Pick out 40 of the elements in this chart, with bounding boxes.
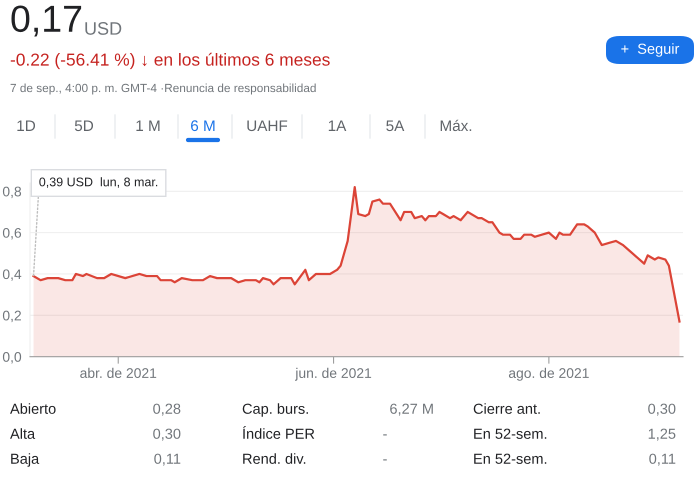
text: - [383, 434, 387, 436]
text: 0,11 [649, 454, 676, 466]
y-tick-label: 0,0 [2, 352, 22, 364]
text: 0,28 [153, 404, 180, 416]
text: USD [85, 22, 122, 35]
text: 1,25 [648, 428, 676, 441]
text: 5D [74, 120, 94, 132]
text: Abierto [10, 403, 56, 414]
y-tick-label: 0,4 [2, 269, 22, 281]
text: Rend. div. [243, 453, 306, 464]
y-tick-label: 0,2 [2, 310, 21, 322]
text: 7 de sep., 4:00 p. m. GMT-4 ·Renuncia de responsabilidad [10, 83, 316, 94]
x-tick-label: abr. de 2021 [80, 368, 156, 378]
text: En 52-sem. [474, 428, 546, 439]
text: 5A [386, 120, 404, 132]
text: Baja [11, 453, 40, 467]
text: Máx. [440, 120, 472, 132]
text: 1D [17, 120, 36, 131]
x-tick-label: ago. de 2021 [508, 368, 589, 381]
annotation: 0,39 USD lun, 8 mar. [39, 177, 158, 188]
text: 0,30 [648, 404, 676, 416]
text: UAHF [247, 120, 288, 132]
text: 6,27 M [390, 404, 433, 416]
text: Cap. burs. [242, 403, 308, 417]
text: Cierre ant. [474, 403, 540, 414]
y-tick-label: 0,6 [2, 228, 22, 240]
text: + Seguir [621, 43, 680, 57]
text: - [383, 459, 387, 460]
text: 1A [328, 120, 346, 131]
text: Índice PER [243, 426, 314, 439]
text: Alta [10, 428, 36, 439]
text: -0.22 (-56.41 %) ↓ en los últimos 6 meses [10, 52, 330, 70]
text: 1 M [136, 120, 160, 131]
text: 6 M [191, 120, 214, 132]
chart-title: 0,17 [11, 6, 82, 36]
x-tick-label: jun. de 2021 [294, 368, 372, 381]
text: En 52-sem. [474, 454, 546, 464]
y-tick-label: 0,8 [2, 186, 22, 198]
text: 0,30 [153, 428, 180, 441]
text: 0,11 [154, 454, 180, 466]
